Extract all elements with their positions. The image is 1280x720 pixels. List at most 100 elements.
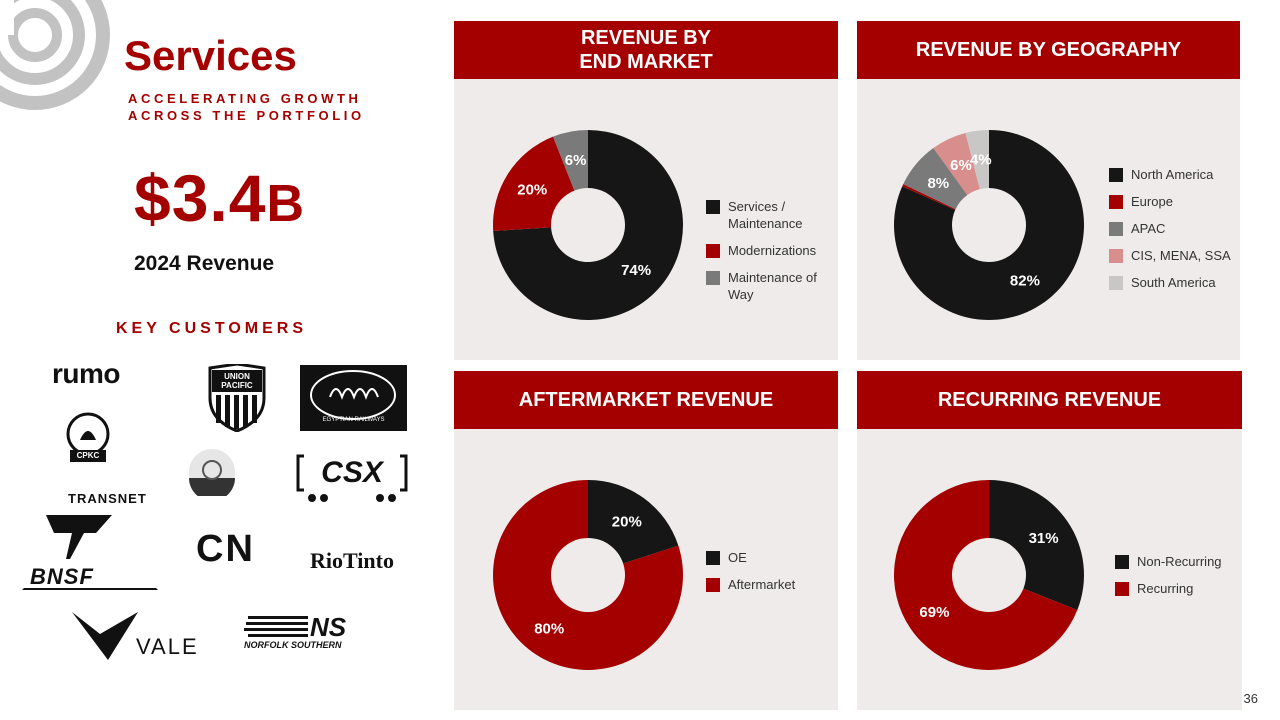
key-customers-heading: KEY CUSTOMERS [116, 320, 307, 337]
legend-swatch [1115, 582, 1129, 596]
slice-recurring [894, 480, 1078, 670]
legend-swatch [1109, 222, 1123, 236]
slice-europe [902, 184, 956, 210]
legend-geography: North America Europe APAC CIS, MENA, SSA Sou… [1109, 166, 1239, 301]
legend-label: CIS, MENA, SSA [1131, 248, 1231, 263]
slice-oe [588, 480, 679, 564]
legend-item-north-america: North America [1109, 166, 1239, 183]
label-cis-mena-ssa: 6% [950, 157, 972, 174]
riotinto-logo: RioTinto [310, 548, 394, 573]
legend-swatch [706, 200, 720, 214]
legend-swatch [1109, 249, 1123, 263]
egyptian-railways-logo: EGYPTIAN RAILWAYS [300, 365, 407, 431]
legend-label: Maintenance of Way [728, 270, 817, 302]
transnet-arrow-icon [46, 515, 112, 559]
norfolk-southern-logo: NS NORFOLK SOUTHERN [244, 612, 370, 652]
bnsf-text: BNSF [30, 564, 94, 589]
vale-v-icon [72, 612, 138, 660]
legend-label: Non-Recurring [1137, 554, 1222, 569]
legend-label: South America [1131, 275, 1216, 290]
csx-logo: CSX [296, 452, 408, 504]
panel-recurring-title: RECURRING REVENUE [857, 371, 1242, 429]
legend-recurring: Non-Recurring Recurring [1115, 553, 1240, 607]
cpkc-logo: CPKC [64, 412, 112, 466]
transnet-mark-logo [46, 515, 114, 561]
legend-label: Aftermarket [728, 577, 796, 592]
panel-geography-title: REVENUE BY GEOGRAPHY [857, 21, 1240, 79]
csx-text: CSX [321, 456, 383, 489]
revenue-figure-unit: B [266, 175, 306, 233]
legend-label: OE [728, 550, 747, 565]
slice-apac [903, 148, 968, 210]
union-pacific-shield-icon [208, 362, 266, 433]
label-apac: 8% [927, 175, 949, 192]
legend-swatch [706, 271, 720, 285]
legend-item-non-recurring: Non-Recurring [1115, 553, 1240, 570]
rumo-logo: rumo [52, 358, 121, 389]
legend-label: Recurring [1137, 581, 1194, 596]
donut-aftermarket: 20% 80% [493, 480, 683, 670]
label-maintenance-of-way: 6% [565, 152, 587, 169]
legend-swatch [1109, 195, 1123, 209]
panel-end-market: REVENUE BY END MARKET 74% 20% 6% Services … [454, 21, 838, 360]
slice-modernizations [493, 136, 575, 231]
legend-item-south-america: South America [1109, 274, 1239, 291]
bnsf-swoosh-icon [22, 588, 158, 590]
union-pacific-text-2: PACIFIC [221, 381, 253, 390]
label-oe: 20% [612, 514, 642, 531]
label-services-maintenance: 74% [621, 262, 651, 279]
slice-north-america [894, 130, 1084, 320]
label-non-recurring: 31% [1029, 530, 1059, 547]
norfolk-southern-text: NORFOLK SOUTHERN [244, 640, 342, 650]
legend-aftermarket: OE Aftermarket [706, 549, 836, 603]
revenue-figure-value: $3.4 [134, 161, 267, 235]
transnet-logo: TRANSNET [68, 491, 147, 506]
panel-aftermarket: AFTERMARKET REVENUE 20% 80% OE Aftermarket [454, 371, 838, 710]
cpkc-beaver-icon [66, 412, 110, 462]
label-north-america: 82% [1010, 272, 1040, 289]
legend-label: Services / Maintenance [728, 199, 803, 231]
page-subtitle: ACCELERATING GROWTH ACROSS THE PORTFOLIO [128, 91, 365, 123]
legend-label: North America [1131, 167, 1214, 182]
donut-end-market: 74% 20% 6% [493, 130, 683, 320]
vale-text: VALE [136, 634, 199, 659]
slice-non-recurring [989, 480, 1084, 610]
slice-services-maintenance [493, 130, 683, 320]
panel-end-market-title: REVENUE BY END MARKET [454, 21, 838, 79]
label-south-america: 4% [970, 152, 992, 169]
legend-item-aftermarket: Aftermarket [706, 576, 836, 593]
indian-railways-logo [188, 448, 236, 501]
panel-aftermarket-title: AFTERMARKET REVENUE [454, 371, 838, 429]
slice-south-america [965, 130, 989, 190]
legend-swatch [1115, 555, 1129, 569]
bnsf-logo: BNSF [22, 564, 158, 592]
legend-item-services-maintenance: Services / Maintenance [706, 198, 836, 232]
revenue-label: 2024 Revenue [134, 252, 275, 275]
legend-swatch [1109, 276, 1123, 290]
legend-item-europe: Europe [1109, 193, 1239, 210]
csx-brackets-icon [296, 454, 408, 502]
union-pacific-logo: UNION PACIFIC [206, 362, 268, 433]
donut-geography: 82% 8%6%4% [894, 130, 1084, 320]
label-aftermarket: 80% [534, 620, 564, 637]
vale-logo: VALE [72, 612, 202, 662]
legend-swatch [1109, 168, 1123, 182]
brand-arc-logo [0, 0, 110, 110]
label-modernizations: 20% [517, 182, 547, 199]
legend-swatch [706, 551, 720, 565]
slice-maintenance-of-way [553, 130, 588, 191]
egyptian-railways-text: EGYPTIAN RAILWAYS [322, 417, 385, 423]
donut-recurring: 31% 69% [894, 480, 1084, 670]
page-title: Services [124, 32, 297, 79]
norfolk-southern-ns: NS [310, 612, 347, 642]
legend-label: Europe [1131, 194, 1173, 209]
egyptian-railways-emblem-icon [310, 370, 396, 420]
norfolk-southern-horse-icon [244, 616, 308, 637]
legend-label: APAC [1131, 221, 1166, 236]
union-pacific-text-1: UNION [224, 372, 250, 381]
legend-end-market: Services / Maintenance Modernizations Main… [706, 198, 836, 313]
legend-item-recurring: Recurring [1115, 580, 1240, 597]
cpkc-text: CPKC [76, 451, 100, 460]
legend-swatch [706, 578, 720, 592]
legend-item-apac: APAC [1109, 220, 1239, 237]
